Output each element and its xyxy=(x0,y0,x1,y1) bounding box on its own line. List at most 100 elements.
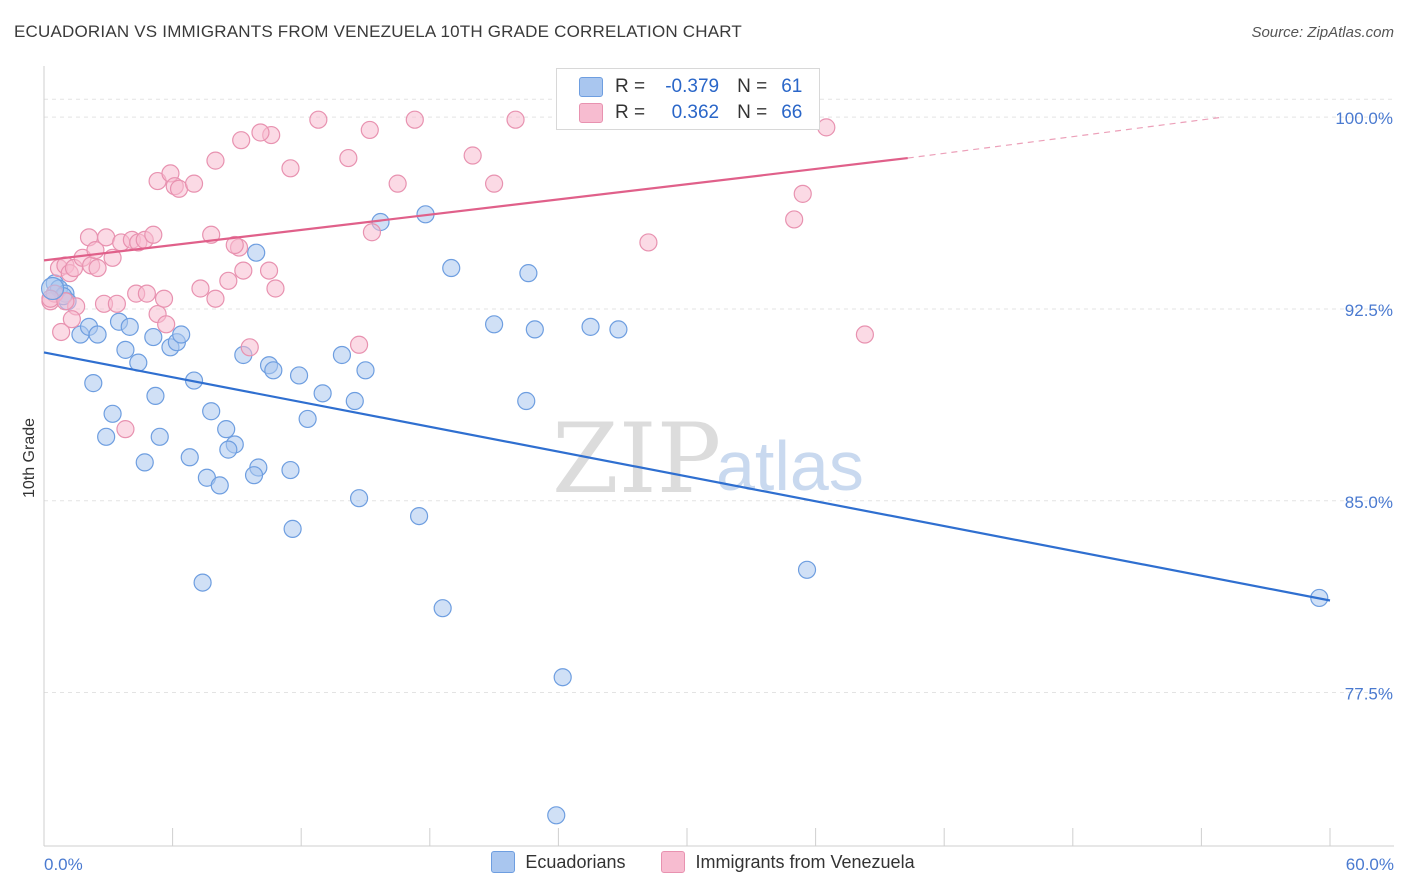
ecuadorian-point xyxy=(356,361,375,380)
axes xyxy=(43,66,1394,847)
series-legend-ecuadorians: Ecuadorians xyxy=(491,851,625,873)
legend-n-key: N = xyxy=(737,76,768,97)
series-swatch-pink xyxy=(661,851,686,873)
legend-n-key: N = xyxy=(737,102,768,123)
y-tick-label: 85.0% xyxy=(1345,493,1393,512)
ecuadorian-point xyxy=(103,404,122,423)
ecuadorian-point xyxy=(298,409,317,429)
correlation-legend: R = -0.379 N = 61 R = 0.362 N = 66 xyxy=(556,68,820,130)
ecuadorian-point xyxy=(150,427,169,446)
ecuadorian-point xyxy=(313,384,332,403)
ecuadorian-point xyxy=(172,325,191,344)
venezuela-point xyxy=(206,289,225,308)
ecuadorian-point xyxy=(517,391,536,411)
trend-lines xyxy=(43,116,1331,602)
ecuadorian-point xyxy=(609,320,628,339)
y-tick-label: 100.0% xyxy=(1335,109,1393,128)
ecuadorian-point xyxy=(193,573,212,592)
grid-lines xyxy=(44,98,1394,694)
venezuela-point xyxy=(339,148,358,168)
venezuela-point xyxy=(107,294,126,313)
venezuela-point xyxy=(234,261,253,280)
venezuela-point xyxy=(206,151,225,170)
series-label-ecuadorians: Ecuadorians xyxy=(525,851,626,872)
ecuadorian-point xyxy=(40,276,65,301)
chart-source: Source: ZipAtlas.com xyxy=(1251,24,1394,41)
series-swatch-blue xyxy=(491,851,516,873)
venezuela-point xyxy=(52,322,71,342)
ecuadorian-point xyxy=(797,560,817,579)
series-label-venezuela: Immigrants from Venezuela xyxy=(695,851,915,872)
ecuadorian-point xyxy=(116,340,135,359)
y-tick-label: 77.5% xyxy=(1345,685,1393,704)
venezuela-point xyxy=(225,235,244,255)
venezuela-point xyxy=(259,261,279,280)
watermark: ZIP atlas xyxy=(552,403,864,515)
venezuela-point xyxy=(56,292,75,311)
venezuela-point xyxy=(360,120,379,140)
x-tick-labels: 0.0% 60.0% xyxy=(44,855,1394,874)
ecuadorian-trend-line xyxy=(43,351,1331,602)
ecuadorian-point xyxy=(281,460,300,480)
ecuadorian-point xyxy=(84,374,103,393)
venezuela-point xyxy=(137,284,156,303)
venezuela-point xyxy=(793,184,812,203)
series-legend-venezuela: Immigrants from Venezuela xyxy=(661,851,915,873)
venezuela-point xyxy=(157,315,176,334)
legend-r-key: R = xyxy=(615,76,646,97)
legend-r-value: 0.362 xyxy=(671,102,720,123)
ecuadorian-point xyxy=(219,440,238,459)
venezuela-point xyxy=(191,279,210,298)
venezuela-point xyxy=(485,174,504,193)
ecuadorian-point xyxy=(349,489,369,508)
ecuadorian-point xyxy=(120,317,139,336)
ecuadorian-point xyxy=(217,420,236,439)
ecuadorian-point xyxy=(289,366,309,385)
ecuadorian-point xyxy=(433,599,452,618)
venezuela-point xyxy=(639,233,658,252)
venezuela-point xyxy=(219,271,238,290)
y-tick-label: 92.5% xyxy=(1345,301,1393,320)
x-tick-label: 60.0% xyxy=(1346,855,1394,874)
ecuadorian-point xyxy=(247,243,266,262)
venezuela-trend-extension xyxy=(907,116,1223,159)
venezuela-trend-line xyxy=(43,156,908,262)
ecuadorian-point xyxy=(283,519,302,538)
venezuela-point xyxy=(281,159,300,178)
venezuela-point xyxy=(817,118,836,137)
ecuadorian-point xyxy=(210,476,229,495)
ecuadorian-point xyxy=(264,361,283,380)
venezuela-point xyxy=(506,110,525,129)
legend-swatch-blue xyxy=(579,77,603,97)
venezuela-point xyxy=(144,225,163,244)
legend-n-value: 61 xyxy=(781,76,803,97)
venezuela-point xyxy=(266,279,285,298)
venezuela-point xyxy=(232,131,251,150)
ecuadorian-point xyxy=(135,453,154,472)
series-legend: Ecuadorians Immigrants from Venezuela xyxy=(0,851,1406,873)
ecuadorian-point xyxy=(442,258,461,278)
ecuadorian-point xyxy=(345,391,364,411)
legend-row-ecuadorians: R = -0.379 N = 61 xyxy=(579,74,802,100)
legend-swatch-pink xyxy=(579,103,603,123)
venezuela-point xyxy=(62,310,81,329)
ecuadorian-point xyxy=(202,402,221,421)
legend-n-value: 66 xyxy=(781,102,803,123)
legend-r-key: R = xyxy=(615,102,646,123)
data-points xyxy=(40,110,1329,825)
x-tick-label: 0.0% xyxy=(44,855,83,874)
ecuadorian-point xyxy=(88,325,107,344)
ecuadorian-point xyxy=(485,315,504,334)
chart-title: ECUADORIAN VS IMMIGRANTS FROM VENEZUELA … xyxy=(14,22,743,41)
venezuela-point xyxy=(184,174,204,193)
ecuadorian-point xyxy=(332,345,352,365)
ecuadorian-point xyxy=(244,466,264,485)
ecuadorian-point xyxy=(144,327,163,347)
y-axis-label: 10th Grade xyxy=(21,418,38,498)
watermark-atlas: atlas xyxy=(716,427,864,505)
ecuadorian-point xyxy=(581,317,600,336)
ecuadorian-point xyxy=(547,806,566,825)
venezuela-point xyxy=(88,258,107,278)
ecuadorian-point xyxy=(97,427,116,446)
